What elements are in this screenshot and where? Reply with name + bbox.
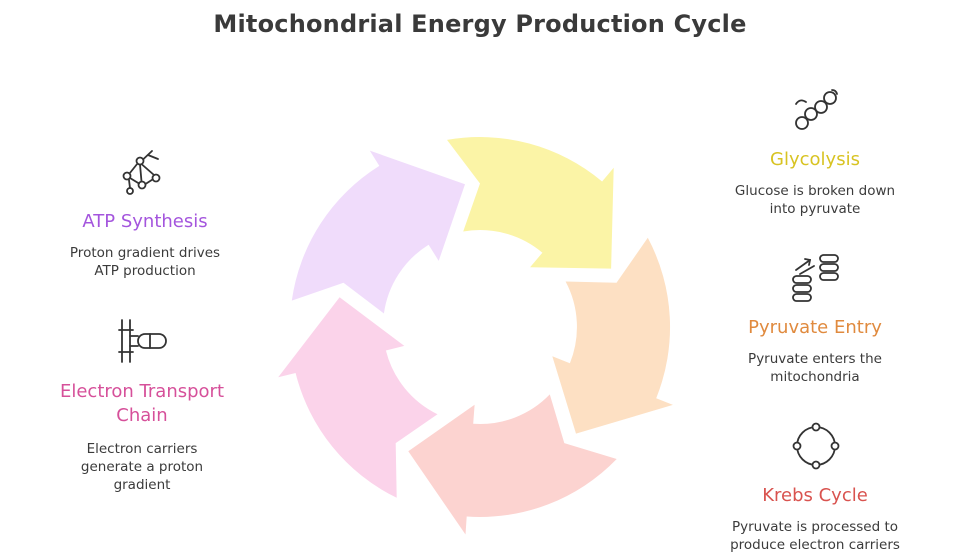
stage-description-glycolysis: Glucose is broken down into pyruvate (700, 182, 930, 218)
cycle-arrow-glycolysis (447, 137, 614, 269)
stage-electron-transport-chain: Electron Transport Chain Electron carrie… (22, 380, 262, 494)
stage-heading-atp-synthesis: ATP Synthesis (82, 211, 208, 232)
heading-line: Electron Transport (59, 381, 224, 402)
heading-line: Chain (116, 405, 168, 426)
cycle-arrow-atp-synthesis (291, 150, 465, 314)
stage-glycolysis: Glycolysis Glucose is broken down into p… (700, 148, 930, 218)
stage-description-krebs-cycle: Pyruvate is processed to produce electro… (700, 518, 930, 554)
cycle-arrow-krebs-cycle (408, 394, 617, 535)
stage-heading-pyruvate-entry: Pyruvate Entry (748, 317, 882, 338)
description-line: Electron carriers (86, 441, 198, 457)
cycle-arrow-pyruvate-entry (552, 237, 673, 434)
pipe-connector-icon (116, 316, 170, 366)
diagram-title: Mitochondrial Energy Production Cycle (213, 10, 747, 38)
cycle-ring-icon (791, 421, 841, 471)
cycle-arrow-electron-transport-chain (278, 297, 438, 498)
description-line: gradient (113, 477, 171, 493)
description-line: produce electron carriers (730, 537, 900, 553)
molecule-network-icon (118, 148, 168, 198)
description-line: mitochondria (770, 369, 860, 385)
glucose-chain-icon (792, 86, 840, 134)
description-line: generate a proton (80, 459, 204, 475)
description-line: Pyruvate is processed to (731, 519, 899, 535)
stage-heading-glycolysis: Glycolysis (770, 149, 860, 170)
stage-pyruvate-entry: Pyruvate Entry Pyruvate enters the mitoc… (700, 316, 930, 386)
description-line: Pyruvate enters the (748, 351, 882, 367)
stage-description-electron-transport-chain: Electron carriers generate a proton grad… (22, 440, 262, 494)
stage-heading-krebs-cycle: Krebs Cycle (762, 485, 868, 506)
description-line: ATP production (94, 263, 196, 279)
transfer-stacks-icon (790, 252, 842, 304)
description-line: into pyruvate (769, 201, 861, 217)
description-line: Glucose is broken down (734, 183, 896, 199)
stage-description-pyruvate-entry: Pyruvate enters the mitochondria (700, 350, 930, 386)
stage-heading-electron-transport-chain: Electron Transport Chain (22, 380, 262, 428)
stage-krebs-cycle: Krebs Cycle Pyruvate is processed to pro… (700, 484, 930, 554)
description-line: Proton gradient drives (69, 245, 221, 261)
stage-atp-synthesis: ATP Synthesis Proton gradient drives ATP… (30, 210, 260, 280)
stage-description-atp-synthesis: Proton gradient drives ATP production (30, 244, 260, 280)
